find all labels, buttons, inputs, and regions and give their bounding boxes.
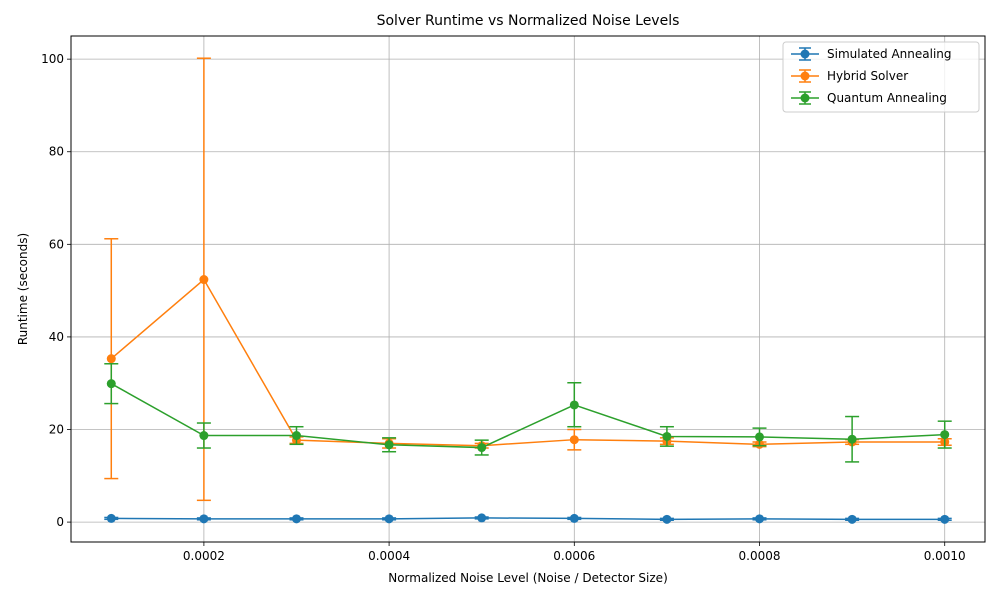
data-point	[106, 379, 116, 389]
legend-frame	[782, 41, 980, 113]
data-point	[569, 513, 579, 523]
legend: Simulated Annealing Hybrid Solver Quantum …	[782, 41, 980, 113]
x-tick-label: 0.0010	[924, 549, 966, 563]
data-point	[199, 275, 209, 285]
data-point	[199, 431, 209, 441]
y-tick-label: 20	[49, 423, 64, 437]
data-point	[940, 514, 950, 524]
legend-marker	[800, 49, 810, 59]
series-line	[110, 383, 945, 449]
data-point	[569, 400, 579, 410]
legend-item: Simulated Annealing	[791, 47, 952, 61]
series-layer	[104, 57, 952, 524]
data-point	[477, 513, 487, 523]
data-point	[477, 443, 487, 453]
series-quantum-annealing	[104, 363, 952, 463]
data-point	[662, 431, 672, 441]
y-tick-label: 0	[56, 515, 64, 529]
legend-marker	[800, 93, 810, 103]
plot-frame	[70, 35, 986, 543]
y-axis-label: Runtime (seconds)	[16, 233, 30, 345]
axis-ticks: 0.0002 0.0004 0.0006 0.0008 0.0010 0 20 40 60 80 1…	[41, 52, 966, 563]
legend-label: Quantum Annealing	[827, 91, 947, 105]
y-tick-label: 60	[49, 237, 64, 251]
data-point	[199, 514, 209, 524]
series-simulated-annealing	[104, 513, 952, 524]
y-tick-label: 40	[49, 330, 64, 344]
legend-label: Hybrid Solver	[827, 69, 908, 83]
series-line	[111, 517, 945, 521]
plot-area	[71, 36, 985, 542]
data-point	[847, 434, 857, 444]
data-point	[569, 435, 579, 445]
data-point	[291, 431, 301, 441]
legend-label: Simulated Annealing	[827, 47, 952, 61]
chart-title: Solver Runtime vs Normalized Noise Level…	[377, 13, 680, 29]
series-line	[110, 278, 945, 447]
legend-marker	[800, 71, 810, 81]
data-point	[384, 440, 394, 450]
legend-item: Quantum Annealing	[791, 91, 947, 105]
x-tick-label: 0.0002	[183, 549, 225, 563]
data-point	[755, 514, 765, 524]
x-tick-label: 0.0006	[553, 549, 595, 563]
data-point	[106, 354, 116, 364]
y-tick-label: 80	[49, 145, 64, 159]
data-point	[384, 514, 394, 524]
data-point	[106, 513, 116, 523]
x-tick-label: 0.0004	[368, 549, 410, 563]
legend-item: Hybrid Solver	[791, 69, 908, 83]
data-point	[755, 432, 765, 442]
y-tick-label: 100	[41, 52, 64, 66]
data-point	[940, 430, 950, 440]
data-point	[291, 514, 301, 524]
x-tick-label: 0.0008	[739, 549, 781, 563]
x-axis-label: Normalized Noise Level (Noise / Detector…	[388, 571, 668, 585]
data-point	[662, 514, 672, 524]
data-point	[847, 514, 857, 524]
